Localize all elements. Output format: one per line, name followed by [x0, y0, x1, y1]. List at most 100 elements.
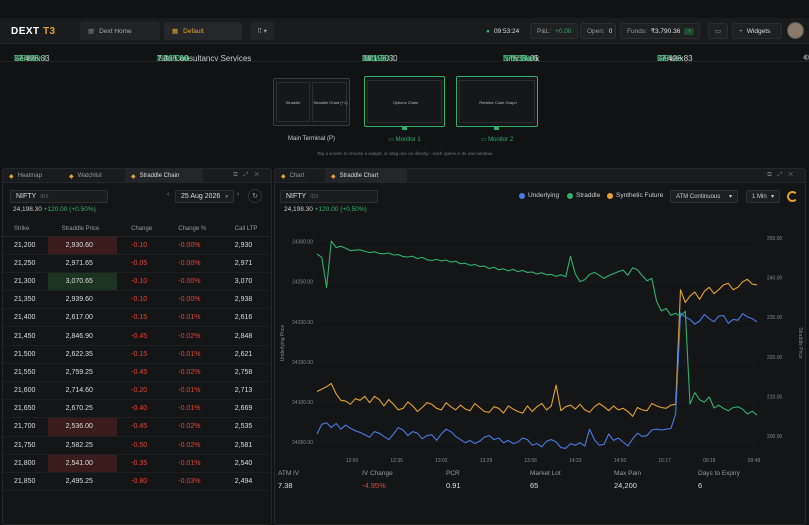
column-header[interactable]: Change: [117, 222, 165, 237]
stat-label: ATM IV: [278, 470, 300, 477]
settings-icon[interactable]: ⚙: [803, 53, 809, 61]
call-ltp-cell: 2,669: [220, 399, 270, 419]
next-date-icon[interactable]: ›: [237, 191, 240, 198]
expand-icon[interactable]: ⤢: [243, 172, 255, 178]
legend-underlying[interactable]: Underlying: [519, 192, 559, 199]
change-pct-cell: -0.02%: [164, 363, 221, 383]
monitor-2-screen[interactable]: Relative Cube Graph: [456, 76, 538, 127]
table-row[interactable]: 21,500 2,622.35 -0.15 -0.01% 2,621: [0, 345, 270, 364]
expand-icon[interactable]: ⤢: [777, 172, 789, 178]
x-tick-label: 13:02: [435, 458, 448, 464]
monitor-2-slot-label: Relative Cube Graph: [479, 100, 517, 105]
legend-dot-icon: [567, 192, 573, 199]
straddle-price-cell: 2,846.90: [47, 326, 118, 346]
change-cell: -0.45: [117, 417, 165, 437]
popout-icon[interactable]: ⧉: [233, 172, 244, 178]
change-pct-cell: -0.00%: [164, 236, 221, 255]
legend-synthetic-future[interactable]: Synthetic Future: [607, 192, 663, 199]
change-cell: -0.45: [117, 326, 165, 346]
column-header[interactable]: Straddle Price: [47, 222, 118, 237]
widget-icon: ◆: [69, 173, 74, 180]
column-header[interactable]: Call LTP: [220, 222, 270, 237]
close-icon[interactable]: ✕: [788, 172, 799, 178]
main-terminal-screen[interactable]: Straddle Straddle Chart (+1): [273, 78, 350, 126]
strike-cell: 21,650: [0, 399, 48, 419]
change-cell: -0.15: [117, 345, 165, 364]
widgets-button[interactable]: + Widgets: [732, 23, 782, 39]
table-row[interactable]: 21,450 2,846.90 -0.45 -0.02% 2,848: [0, 326, 270, 346]
series-line-straddle: [316, 240, 758, 416]
loading-icon: [787, 191, 798, 202]
monitor-2-stand: [494, 127, 499, 130]
tab-heatmap[interactable]: ◆ Heatmap: [9, 173, 42, 180]
y2-tick-label: 200.00: [767, 434, 783, 440]
monitor-1-screen[interactable]: Options Chain: [364, 76, 445, 127]
avatar[interactable]: [787, 22, 804, 39]
change-pct-cell: -0.00%: [164, 272, 221, 292]
table-row[interactable]: 21,250 2,971.65 -0.05 -0.00% 2,971: [0, 254, 270, 273]
call-ltp-cell: 2,581: [220, 436, 270, 455]
change-pct-cell: -0.01%: [164, 381, 221, 401]
table-row[interactable]: 21,800 2,541.00 -0.35 -0.01% 2,540: [0, 454, 270, 473]
pause-icon[interactable]: ⏸: [803, 53, 807, 62]
column-header[interactable]: Strike: [0, 222, 48, 237]
layout-menu-button[interactable]: ⠿ ▾: [250, 22, 274, 40]
legend-dot-icon: [519, 192, 525, 199]
app-logo[interactable]: DEXT T3: [11, 26, 56, 37]
series-line-underlying: [316, 312, 758, 449]
interval-select[interactable]: 1 Min ▾: [746, 190, 780, 203]
table-row[interactable]: 21,650 2,670.25 -0.40 -0.01% 2,669: [0, 399, 270, 419]
table-row[interactable]: 21,600 2,714.60 -0.20 -0.01% 2,713: [0, 381, 270, 401]
table-row[interactable]: 21,400 2,617.00 -0.15 -0.01% 2,616: [0, 308, 270, 328]
x-tick-label: 14:50: [614, 458, 627, 464]
refresh-icon[interactable]: ↻: [248, 189, 262, 203]
table-row[interactable]: 21,200 2,930.60 -0.10 -0.00% 2,930: [0, 236, 270, 255]
close-icon[interactable]: ✕: [254, 172, 265, 178]
table-row[interactable]: 21,700 2,536.00 -0.45 -0.02% 2,535: [0, 417, 270, 437]
column-header[interactable]: Change %: [164, 222, 221, 237]
table-row[interactable]: 21,550 2,759.25 -0.45 -0.02% 2,758: [0, 363, 270, 383]
tab-chart[interactable]: ◆ Chart: [281, 173, 305, 180]
stat-label: Market Lot: [530, 470, 561, 477]
add-funds-icon[interactable]: +: [684, 27, 695, 35]
strike-cell: 21,550: [0, 363, 48, 383]
monitor-1-slot-label: Options Chain: [392, 100, 419, 105]
straddle-price-cell: 3,070.65: [47, 272, 118, 292]
expiry-select[interactable]: 25 Aug 2026 ▾: [175, 190, 234, 203]
table-row[interactable]: 21,350 2,939.60 -0.10 -0.00% 2,938: [0, 290, 270, 310]
tab-default[interactable]: ▦ Default: [164, 22, 242, 40]
legend-straddle[interactable]: Straddle: [567, 192, 600, 199]
strike-cell: 21,350: [0, 290, 48, 310]
tab-straddle-chart[interactable]: ◆ Straddle Chart: [325, 169, 407, 183]
straddle-chain-table: Strike Straddle Price Change Change % Ca…: [0, 222, 270, 492]
symbol-search[interactable]: NIFTY IDX: [10, 190, 108, 203]
y-tick-label: 24100.00: [292, 400, 313, 406]
call-ltp-cell: 2,938: [220, 290, 270, 310]
main-left-slot-label: Straddle: [285, 100, 301, 105]
stat-item: PCR 0.91: [446, 470, 461, 490]
strike-cell: 21,600: [0, 381, 48, 401]
stat-value: 24,200: [614, 481, 637, 490]
straddle-price-cell: 2,536.00: [47, 417, 118, 437]
screens-button[interactable]: ▭: [708, 23, 728, 39]
tab-dext-home[interactable]: ▦ Dext Home: [80, 22, 160, 40]
monitor-1-stand: [402, 127, 407, 130]
prev-date-icon[interactable]: ‹: [167, 191, 170, 198]
grid-icon: ▦: [88, 28, 95, 35]
y-tick-label: 24200.00: [292, 320, 313, 326]
table-row[interactable]: 21,750 2,582.25 -0.50 -0.02% 2,581: [0, 436, 270, 455]
strike-cell: 21,500: [0, 345, 48, 364]
table-row[interactable]: 21,850 2,495.25 -0.80 -0.03% 2,494: [0, 472, 270, 492]
popout-icon[interactable]: ⧉: [767, 172, 778, 178]
widget-icon: ◆: [281, 173, 286, 180]
chart-symbol-search[interactable]: NIFTY IDX: [280, 190, 378, 203]
x-tick-label: 09:48: [748, 458, 761, 464]
tab-straddle-chain[interactable]: ◆ Straddle Chain: [125, 169, 203, 183]
monitor-1-label: ▭ Monitor 1: [388, 137, 421, 143]
straddle-price-cell: 2,759.25: [47, 363, 118, 383]
tab-watchlist[interactable]: ◆ Watchlist: [69, 173, 102, 180]
change-pct-cell: -0.02%: [164, 326, 221, 346]
straddle-chart[interactable]: 24050.00 24100.00 24150.00 24200.00 24250.00…: [274, 224, 806, 464]
mode-select[interactable]: ATM Continuous ▾: [670, 190, 738, 203]
table-row[interactable]: 21,300 3,070.65 -0.10 -0.00% 3,070: [0, 272, 270, 292]
